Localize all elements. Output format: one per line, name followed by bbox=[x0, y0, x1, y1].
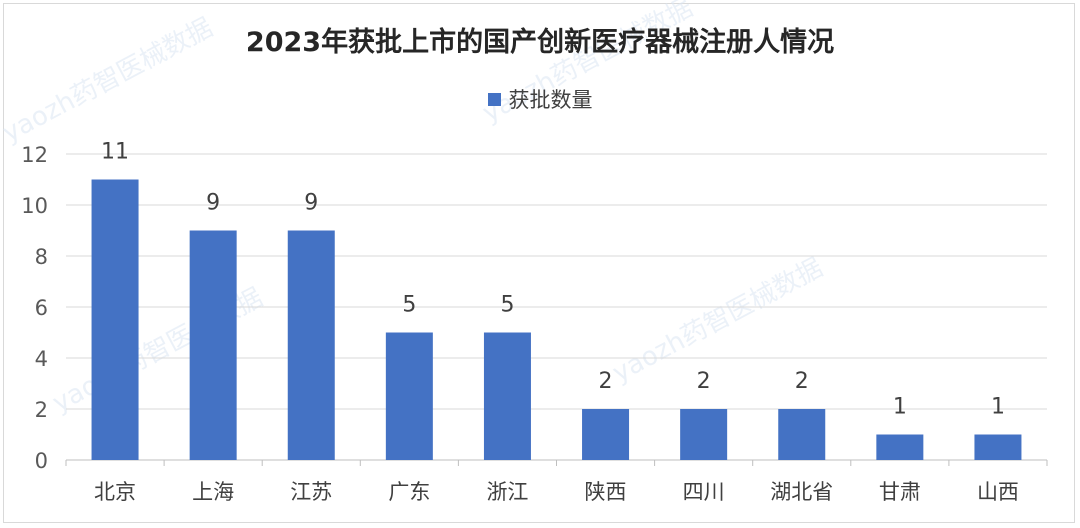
x-tick-label: 陕西 bbox=[585, 480, 627, 504]
data-label: 9 bbox=[304, 191, 318, 216]
bar bbox=[189, 230, 237, 460]
bar bbox=[778, 409, 826, 460]
data-label: 9 bbox=[206, 191, 220, 216]
legend-swatch bbox=[487, 92, 501, 106]
x-tick-label: 北京 bbox=[94, 480, 136, 504]
bar bbox=[385, 332, 433, 460]
y-tick-label: 10 bbox=[21, 194, 48, 218]
legend-label: 获批数量 bbox=[508, 88, 593, 112]
chart-title: 2023年获批上市的国产创新医疗器械注册人情况 bbox=[245, 27, 835, 58]
x-tick-label: 广东 bbox=[388, 480, 430, 504]
data-label: 5 bbox=[402, 293, 416, 318]
data-label: 1 bbox=[991, 395, 1005, 420]
y-tick-label: 4 bbox=[35, 347, 48, 371]
x-tick-label: 湖北省 bbox=[770, 480, 833, 504]
x-tick-label: 浙江 bbox=[486, 480, 528, 504]
x-tick-label: 江苏 bbox=[290, 480, 332, 504]
data-label: 2 bbox=[599, 369, 613, 394]
bar bbox=[876, 434, 924, 460]
bar bbox=[582, 409, 630, 460]
y-tick-label: 0 bbox=[35, 449, 48, 473]
data-label: 11 bbox=[101, 140, 129, 165]
data-label: 1 bbox=[893, 395, 907, 420]
data-label: 5 bbox=[500, 293, 514, 318]
x-tick-label: 甘肃 bbox=[879, 480, 921, 504]
x-tick-label: 四川 bbox=[683, 480, 725, 504]
y-tick-label: 8 bbox=[35, 245, 48, 269]
bar bbox=[91, 179, 139, 460]
data-label: 2 bbox=[795, 369, 809, 394]
data-label: 2 bbox=[697, 369, 711, 394]
bar bbox=[287, 230, 335, 460]
bar bbox=[974, 434, 1022, 460]
bar bbox=[483, 332, 531, 460]
bar bbox=[680, 409, 728, 460]
x-tick-label: 山西 bbox=[977, 480, 1019, 504]
chart-legend: 获批数量 bbox=[0, 84, 1080, 114]
y-tick-label: 12 bbox=[21, 143, 48, 167]
x-tick-label: 上海 bbox=[192, 480, 234, 504]
y-tick-label: 2 bbox=[35, 398, 48, 422]
y-tick-label: 6 bbox=[35, 296, 48, 320]
